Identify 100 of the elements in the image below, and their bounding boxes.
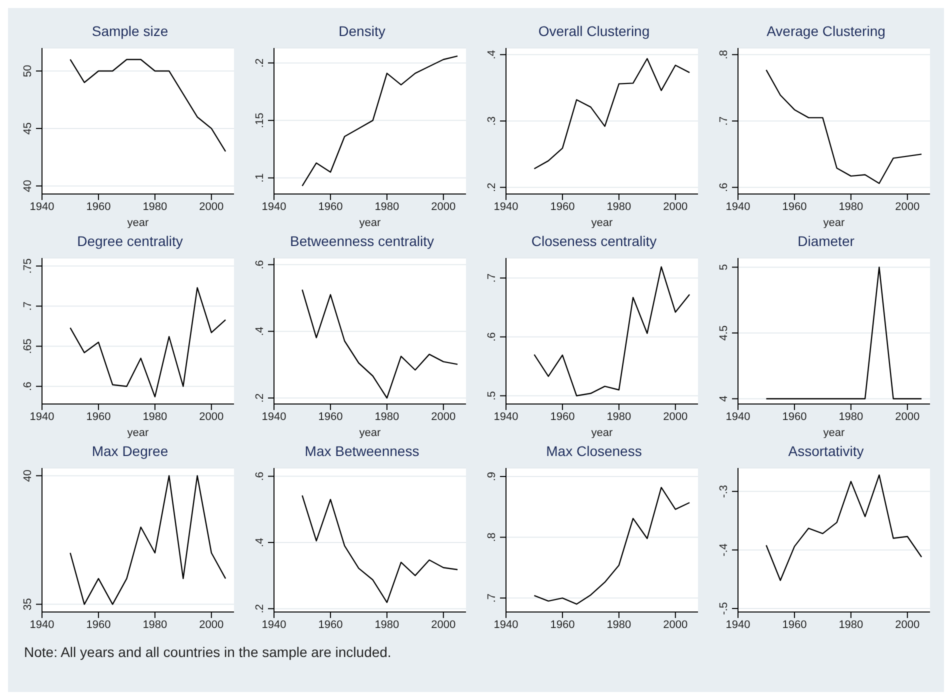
y-tick-label: -.3 [718, 484, 730, 498]
x-tick-label: 2000 [431, 410, 456, 423]
y-tick-label: .6 [22, 382, 34, 391]
x-tick-label: 1960 [86, 410, 111, 423]
y-tick-label: .2 [486, 182, 498, 192]
x-tick-label: 1940 [726, 200, 750, 213]
y-tick-label: .8 [718, 50, 730, 60]
line-series [302, 494, 458, 603]
chart-title: Degree centrality [76, 232, 184, 251]
chart-title: Diameter [796, 232, 856, 251]
y-tick-label: 45 [22, 122, 34, 135]
x-tick-label: 1980 [374, 200, 400, 213]
y-tick-label: .8 [486, 532, 498, 542]
y-tick-label: .7 [718, 116, 730, 126]
y-tick-label: -.5 [718, 602, 730, 615]
x-tick-label: 1980 [142, 200, 168, 213]
x-tick-label: 1940 [726, 618, 750, 631]
y-tick-label: .5 [486, 391, 498, 400]
x-tick-label: 1980 [142, 410, 168, 423]
x-tick-label: 1940 [262, 410, 286, 423]
y-tick-label: .75 [22, 258, 34, 274]
x-axis-title: year [359, 427, 382, 439]
y-tick-label: .4 [486, 50, 498, 60]
x-tick-label: 1960 [550, 200, 575, 213]
y-tick-label: .7 [22, 302, 34, 311]
x-tick-label: 1940 [494, 618, 518, 631]
y-tick-label: .2 [254, 393, 266, 403]
x-tick-label: 1960 [86, 618, 111, 631]
chart-title: Betweenness centrality [289, 232, 435, 251]
x-tick-label: 2000 [431, 200, 456, 213]
y-tick-label: .6 [718, 182, 730, 192]
x-tick-label: 2000 [663, 410, 688, 423]
x-tick-label: 2000 [895, 410, 920, 423]
line-series [534, 58, 690, 170]
x-axis-title: year [359, 217, 382, 229]
x-tick-label: 2000 [199, 200, 224, 213]
x-tick-label: 1980 [374, 618, 400, 631]
x-tick-label: 1960 [782, 410, 807, 423]
chart-title: Sample size [90, 22, 170, 41]
x-tick-label: 1960 [318, 618, 343, 631]
y-tick-label: 40 [22, 470, 34, 482]
line-series [70, 475, 226, 605]
y-tick-label: .3 [486, 116, 498, 126]
y-tick-label: 35 [22, 598, 34, 610]
line-series [534, 266, 690, 396]
x-tick-label: 1940 [262, 618, 286, 631]
chart-title: Max Closeness [545, 442, 643, 461]
chart-title: Closeness centrality [530, 232, 658, 251]
y-tick-label: .2 [254, 58, 266, 68]
x-tick-label: 1960 [550, 618, 575, 631]
y-tick-label: .6 [254, 472, 266, 481]
line-series [534, 486, 690, 605]
line-series [302, 289, 458, 399]
x-tick-label: 1940 [262, 200, 286, 213]
x-axis-title: year [823, 217, 846, 229]
chart-title: Max Degree [90, 442, 170, 461]
chart-title: Average Clustering [766, 22, 886, 41]
chart-title: Assortativity [787, 442, 865, 461]
line-series [70, 58, 226, 152]
y-tick-label: .4 [254, 326, 266, 336]
x-tick-label: 1960 [782, 618, 807, 631]
x-axis-title: year [823, 427, 846, 439]
x-tick-label: 1980 [606, 618, 632, 631]
x-tick-label: 2000 [199, 618, 224, 631]
x-tick-label: 2000 [663, 618, 688, 631]
y-tick-label: 50 [22, 64, 34, 78]
x-tick-label: 1940 [30, 410, 54, 423]
y-tick-label: .9 [486, 472, 498, 482]
x-tick-label: 2000 [431, 618, 456, 631]
y-tick-label: .7 [486, 593, 498, 603]
x-axis-title: year [591, 427, 614, 439]
y-tick-label: .6 [486, 332, 498, 342]
line-series [766, 69, 922, 184]
x-axis-title: year [127, 427, 150, 439]
x-axis-title: year [591, 217, 614, 229]
x-tick-label: 1960 [318, 410, 343, 423]
x-axis-title: year [127, 217, 150, 229]
y-tick-label: .1 [254, 173, 266, 182]
y-tick-label: 5 [718, 264, 730, 270]
y-tick-label: .4 [254, 538, 266, 548]
y-tick-label: .6 [254, 260, 266, 270]
x-tick-label: 1980 [838, 618, 864, 631]
y-tick-label: .15 [254, 112, 266, 128]
x-tick-label: 1940 [30, 200, 54, 213]
x-tick-label: 1940 [494, 200, 518, 213]
x-tick-label: 2000 [895, 618, 920, 631]
y-tick-label: -.4 [718, 544, 730, 556]
x-tick-label: 1960 [550, 410, 575, 423]
y-tick-label: 40 [22, 180, 34, 192]
x-tick-label: 1980 [374, 410, 400, 423]
line-series [302, 55, 458, 187]
chart-title: Overall Clustering [537, 22, 651, 41]
x-tick-label: 1980 [142, 618, 168, 631]
line-series [70, 287, 226, 398]
x-tick-label: 1940 [30, 618, 54, 631]
y-tick-label: .2 [254, 604, 266, 614]
x-tick-label: 2000 [199, 410, 224, 423]
text: Note: All years and all countries in the sample are included. [24, 644, 392, 660]
y-tick-label: 4 [718, 396, 730, 402]
x-tick-label: 1960 [86, 200, 111, 213]
